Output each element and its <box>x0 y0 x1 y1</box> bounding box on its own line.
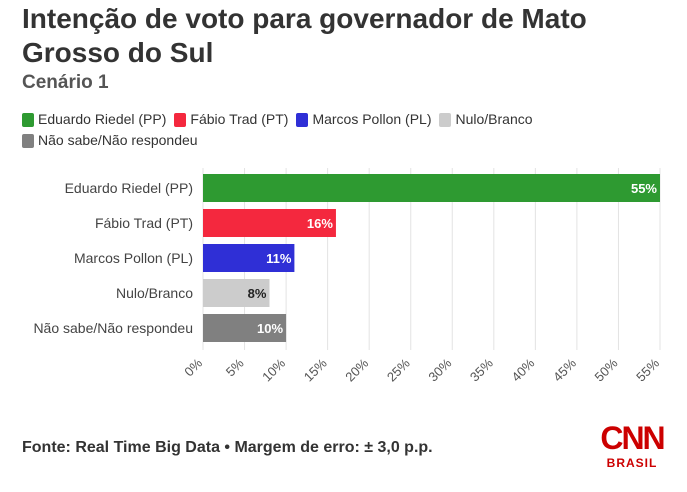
legend-label: Não sabe/Não respondeu <box>38 132 198 148</box>
category-label: Não sabe/Não respondeu <box>33 320 193 336</box>
chart-title: Intenção de voto para governador de Mato… <box>22 3 587 68</box>
legend-item: Eduardo Riedel (PP) <box>22 110 166 129</box>
logo-sub-text: BRASIL <box>606 456 658 470</box>
chart-subtitle: Cenário 1 <box>22 72 109 93</box>
legend-label: Marcos Pollon (PL) <box>312 111 432 127</box>
bar-chart: Eduardo Riedel (PP) 55% Fábio Trad (PT) 16%… <box>33 168 662 385</box>
tick-label: 25% <box>384 355 413 384</box>
bar <box>203 209 336 237</box>
category-label: Marcos Pollon (PL) <box>74 250 193 266</box>
tick-label: 10% <box>259 355 288 384</box>
tick-label: 50% <box>592 355 621 384</box>
bar <box>203 314 287 342</box>
data-label: 55% <box>631 181 657 196</box>
tick-label: 0% <box>181 355 205 379</box>
category-label: Eduardo Riedel (PP) <box>65 180 193 196</box>
legend-item: Nulo/Branco <box>439 110 533 129</box>
tick-label: 20% <box>342 355 371 384</box>
legend-item: Marcos Pollon (PL) <box>296 110 431 129</box>
legend-swatch <box>296 112 309 127</box>
legend-item: Fábio Trad (PT) <box>174 110 288 129</box>
legend-item: Não sabe/Não respondeu <box>22 131 198 150</box>
category-label: Fábio Trad (PT) <box>95 215 193 231</box>
data-label: 8% <box>248 286 267 301</box>
tick-label: 5% <box>223 355 247 379</box>
tick-label: 40% <box>508 355 537 384</box>
legend-swatch <box>439 112 452 127</box>
bar <box>203 279 270 307</box>
legend-swatch <box>22 133 34 148</box>
legend-label: Fábio Trad (PT) <box>190 111 289 127</box>
chart-legend: Eduardo Riedel (PP) Fábio Trad (PT) Marcos… <box>22 110 582 150</box>
legend-swatch <box>174 112 187 127</box>
tick-label: 35% <box>467 355 496 384</box>
data-label: 10% <box>257 321 283 336</box>
tick-label: 55% <box>633 355 662 384</box>
tick-label: 30% <box>425 355 454 384</box>
tick-label: 45% <box>550 355 579 384</box>
logo-brand-text: CNN <box>600 420 665 456</box>
data-label: 11% <box>266 251 292 266</box>
source-footer: Fonte: Real Time Big Data • Margem de er… <box>22 439 433 456</box>
bar <box>203 244 295 272</box>
tick-label: 15% <box>301 355 330 384</box>
data-label: 16% <box>307 216 333 231</box>
bar <box>203 174 660 202</box>
legend-label: Eduardo Riedel (PP) <box>38 111 167 127</box>
category-label: Nulo/Branco <box>116 285 193 301</box>
legend-label: Nulo/Branco <box>455 111 533 127</box>
cnn-brasil-logo: CNN BRASIL <box>596 420 668 472</box>
legend-swatch <box>22 112 34 127</box>
